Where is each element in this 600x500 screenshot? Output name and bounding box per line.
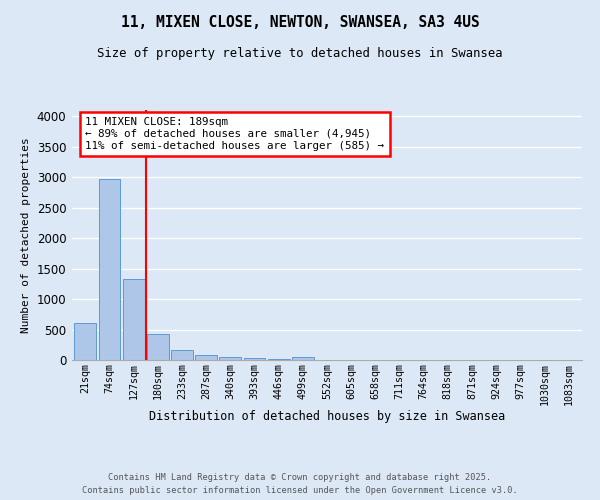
- Text: Size of property relative to detached houses in Swansea: Size of property relative to detached ho…: [97, 48, 503, 60]
- Y-axis label: Number of detached properties: Number of detached properties: [21, 137, 31, 333]
- Text: Contains HM Land Registry data © Crown copyright and database right 2025.: Contains HM Land Registry data © Crown c…: [109, 474, 491, 482]
- Text: Contains public sector information licensed under the Open Government Licence v3: Contains public sector information licen…: [82, 486, 518, 495]
- X-axis label: Distribution of detached houses by size in Swansea: Distribution of detached houses by size …: [149, 410, 505, 424]
- Bar: [123, 279, 145, 360]
- Bar: [74, 324, 96, 360]
- Text: 11, MIXEN CLOSE, NEWTON, SWANSEA, SA3 4US: 11, MIXEN CLOSE, NEWTON, SWANSEA, SA3 4U…: [121, 15, 479, 30]
- Bar: [195, 356, 217, 360]
- Bar: [244, 358, 265, 360]
- Bar: [171, 350, 193, 360]
- Bar: [147, 334, 169, 360]
- Bar: [268, 359, 290, 360]
- Bar: [98, 179, 121, 360]
- Text: 11 MIXEN CLOSE: 189sqm
← 89% of detached houses are smaller (4,945)
11% of semi-: 11 MIXEN CLOSE: 189sqm ← 89% of detached…: [85, 118, 384, 150]
- Bar: [292, 357, 314, 360]
- Bar: [220, 357, 241, 360]
